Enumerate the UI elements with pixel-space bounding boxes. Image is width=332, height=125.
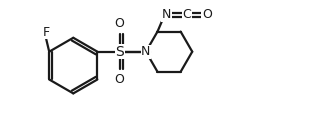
Text: N: N	[162, 8, 171, 21]
Text: C: C	[183, 8, 191, 21]
Text: O: O	[115, 17, 124, 30]
Text: S: S	[115, 45, 124, 59]
Text: N: N	[141, 45, 151, 58]
Text: F: F	[42, 26, 50, 39]
Text: O: O	[115, 73, 124, 86]
Text: O: O	[202, 8, 212, 21]
Text: N: N	[141, 45, 151, 58]
